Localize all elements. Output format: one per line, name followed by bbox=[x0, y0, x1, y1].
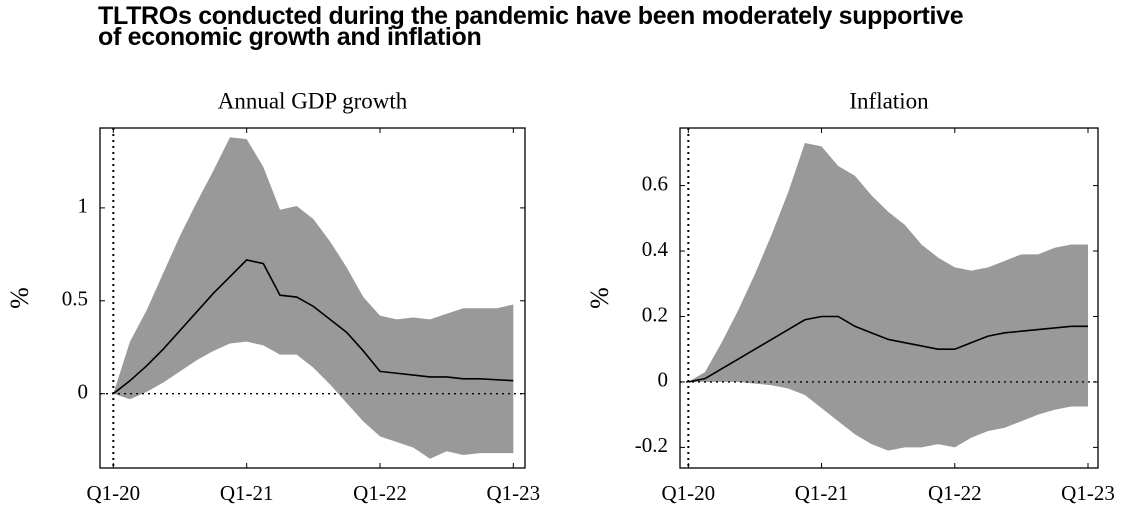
page-title: TLTROs conducted during the pandemic hav… bbox=[98, 2, 964, 51]
x-tick-label: Q1-21 bbox=[220, 481, 274, 505]
y-tick-label: 0 bbox=[78, 379, 89, 403]
plot-frame bbox=[99, 127, 526, 469]
plot-frame bbox=[679, 127, 1099, 469]
y-tick-label: -0.2 bbox=[635, 433, 668, 457]
y-axis-label: % bbox=[5, 287, 34, 309]
y-tick-label: 0 bbox=[658, 368, 669, 392]
y-tick-label: 0.5 bbox=[62, 287, 88, 311]
x-tick-label: Q1-23 bbox=[486, 481, 540, 505]
panel-title: Inflation bbox=[849, 88, 929, 113]
x-tick-label: Q1-22 bbox=[928, 481, 982, 505]
confidence-band bbox=[688, 143, 1089, 451]
x-tick-label: Q1-22 bbox=[353, 481, 407, 505]
x-tick-label: Q1-20 bbox=[661, 481, 715, 505]
x-tick-label: Q1-21 bbox=[795, 481, 849, 505]
x-tick-label: Q1-20 bbox=[86, 481, 140, 505]
median-line bbox=[688, 315, 1089, 383]
y-tick-label: 1 bbox=[78, 194, 89, 218]
median-line bbox=[112, 259, 514, 395]
y-tick-label: 0.6 bbox=[642, 171, 668, 195]
y-tick-label: 0.2 bbox=[642, 302, 668, 326]
y-axis-label: % bbox=[585, 287, 614, 309]
confidence-band bbox=[113, 137, 514, 459]
panel-title: Annual GDP growth bbox=[218, 88, 408, 113]
x-tick-label: Q1-23 bbox=[1061, 481, 1115, 505]
y-tick-label: 0.4 bbox=[642, 237, 669, 261]
